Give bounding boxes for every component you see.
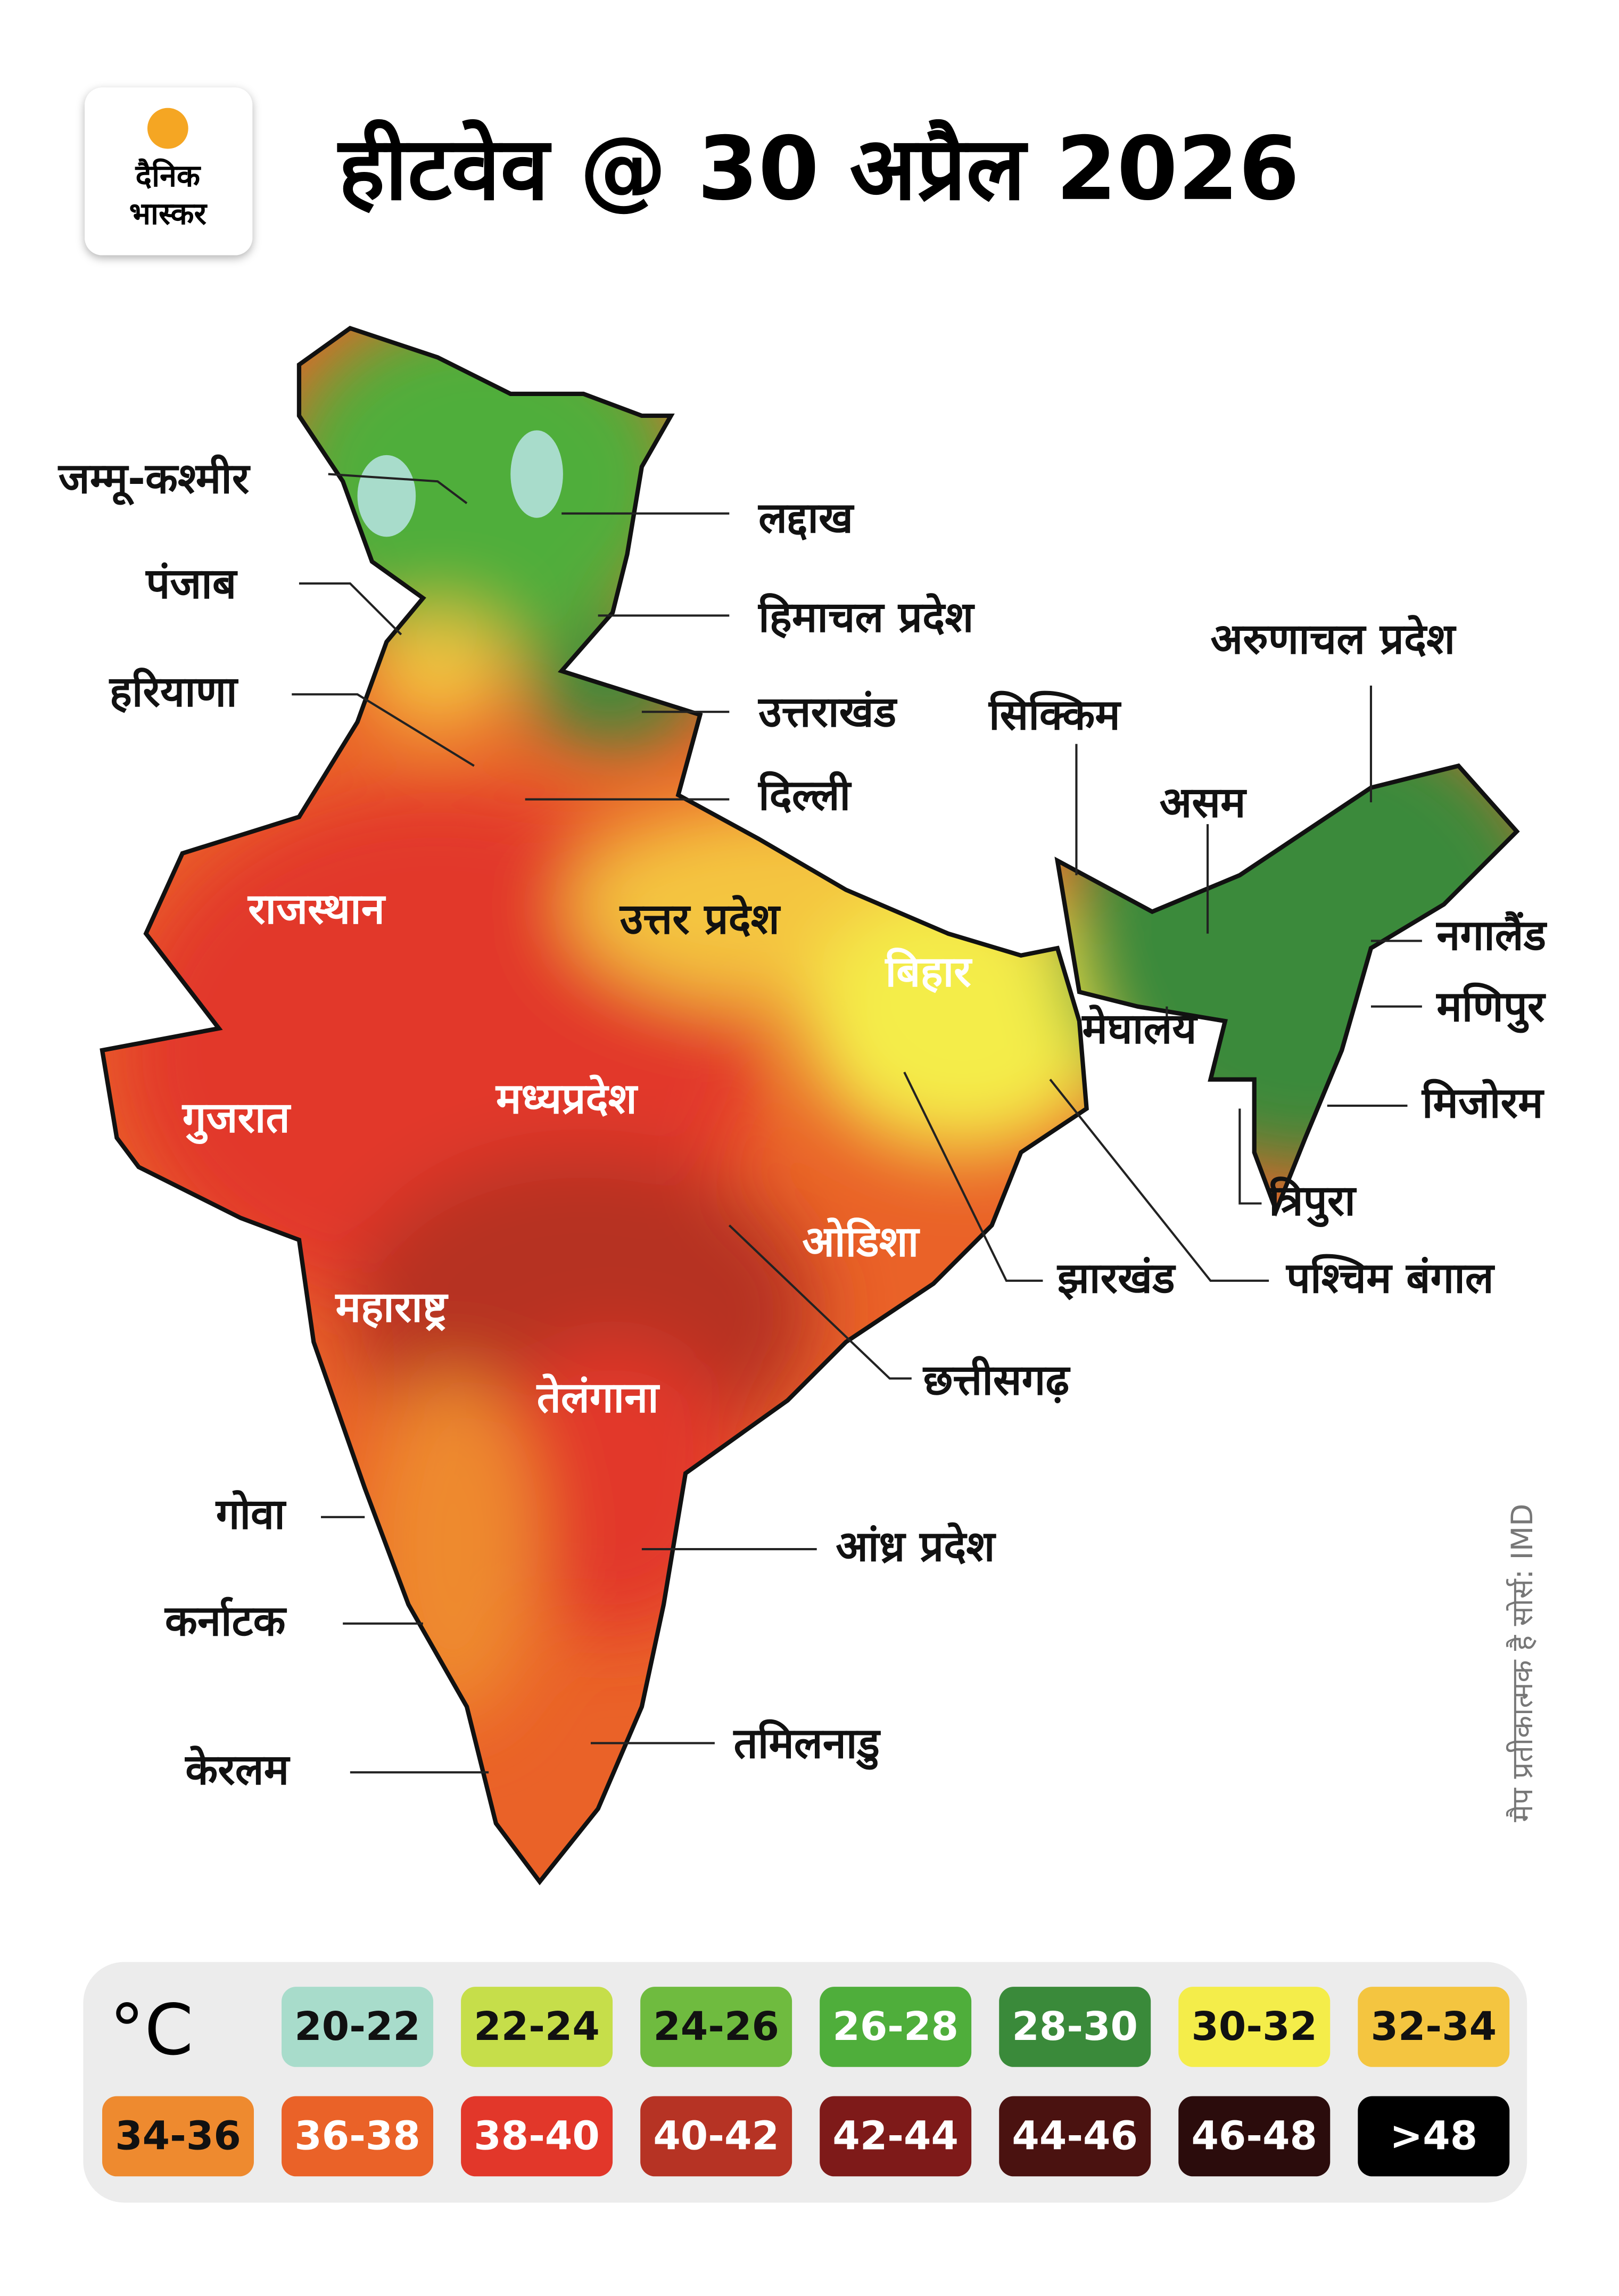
legend-label: 46-48 xyxy=(1191,2113,1317,2159)
legend-label: 42-44 xyxy=(832,2113,959,2159)
state-label: दिल्ली xyxy=(757,770,852,820)
state-label: हरियाणा xyxy=(109,666,238,716)
legend-label: 20-22 xyxy=(294,2004,420,2050)
legend: 20-22 22-24 24-26 26-28 28-30 30-32 32-34 34-36… xyxy=(102,1987,1510,2177)
state-label: हिमाचल प्रदेश xyxy=(757,592,975,642)
legend-swatch xyxy=(102,2096,254,2177)
title: हीटवेव @ 30 अप्रैल 2026 xyxy=(337,118,1300,220)
legend-label: 30-32 xyxy=(1191,2004,1317,2050)
legend-label: 34-36 xyxy=(115,2113,241,2159)
map-outline xyxy=(100,325,1520,1886)
state-label: तेलंगाना xyxy=(536,1373,660,1422)
legend-label: 40-42 xyxy=(653,2113,779,2159)
legend-label: >48 xyxy=(1390,2113,1477,2159)
legend-unit: °C xyxy=(110,1990,194,2071)
state-label: राजस्थान xyxy=(247,884,386,934)
legend-label: 28-30 xyxy=(1012,2004,1138,2050)
state-label: छत्तीसगढ़ xyxy=(922,1355,1071,1405)
state-label: पंजाब xyxy=(145,559,238,608)
state-label: कर्नाटक xyxy=(164,1596,287,1645)
state-label: असम xyxy=(1160,778,1247,827)
legend-swatch xyxy=(1358,1987,1510,2067)
logo-text: भास्कर xyxy=(129,196,208,232)
state-label: आंध्र प्रदेश xyxy=(836,1521,996,1571)
state-label: गुजरात xyxy=(181,1092,292,1144)
leaders xyxy=(292,473,1422,1774)
legend-label: 24-26 xyxy=(653,2004,779,2050)
legend-swatch xyxy=(461,2096,613,2177)
legend-swatch xyxy=(999,1987,1151,2067)
state-label: सिक्किम xyxy=(988,690,1121,739)
legend-label: 32-34 xyxy=(1370,2004,1497,2050)
legend-swatch xyxy=(640,1987,792,2067)
legend-swatch xyxy=(820,1987,972,2067)
state-label: गोवा xyxy=(215,1489,286,1539)
legend-swatch xyxy=(999,2096,1151,2177)
legend-label: 38-40 xyxy=(474,2113,600,2159)
state-label: अरुणाचल प्रदेश xyxy=(1211,614,1457,664)
legend-label: 22-24 xyxy=(474,2004,600,2050)
state-label: नगालैंड xyxy=(1435,910,1547,960)
state-label: झारखंड xyxy=(1056,1253,1176,1303)
legend-swatch xyxy=(1358,2096,1510,2177)
logo-box xyxy=(85,87,253,256)
logo-text: दैनिक xyxy=(135,158,201,194)
legend-swatch xyxy=(282,2096,434,2177)
state-label: महाराष्ट्र xyxy=(334,1282,448,1332)
state-label: त्रिपुरा xyxy=(1268,1176,1357,1228)
legend-swatch xyxy=(640,2096,792,2177)
state-label: मध्यप्रदेश xyxy=(495,1074,639,1123)
source-note: मैप प्रतीकात्मक है सोर्स: IMD xyxy=(1505,1504,1539,1822)
state-label: जम्मू-कश्मीर xyxy=(57,454,251,506)
state-label: मेघालय xyxy=(1081,1003,1198,1053)
logo-sun xyxy=(147,108,188,149)
legend-label: 44-46 xyxy=(1012,2113,1138,2159)
legend-label: 36-38 xyxy=(294,2113,420,2159)
state-label: लद्दाख xyxy=(757,493,855,542)
legend-swatch xyxy=(820,2096,972,2177)
state-label: उत्तर प्रदेश xyxy=(619,894,781,944)
state-label: ओडिशा xyxy=(802,1216,920,1266)
state-labels: जम्मू-कश्मीर लद्दाख पंजाब हिमाचल प्रदेश … xyxy=(57,454,1548,1794)
state-label: बिहार xyxy=(884,947,972,996)
legend-swatch xyxy=(1178,1987,1331,2067)
legend-swatch xyxy=(461,1987,613,2067)
state-label: मिजोरम xyxy=(1421,1078,1544,1128)
legend-swatch xyxy=(1178,2096,1331,2177)
legend-panel xyxy=(83,1962,1527,2203)
state-label: मणिपुर xyxy=(1435,982,1546,1033)
state-label: केरलम xyxy=(184,1744,290,1794)
legend-label: 26-28 xyxy=(832,2004,959,2050)
state-label: तमिलनाडु xyxy=(733,1718,881,1770)
state-label: उत्तराखंड xyxy=(757,687,898,737)
state-label: पश्चिम बंगाल xyxy=(1285,1253,1496,1303)
legend-swatch xyxy=(282,1987,434,2067)
